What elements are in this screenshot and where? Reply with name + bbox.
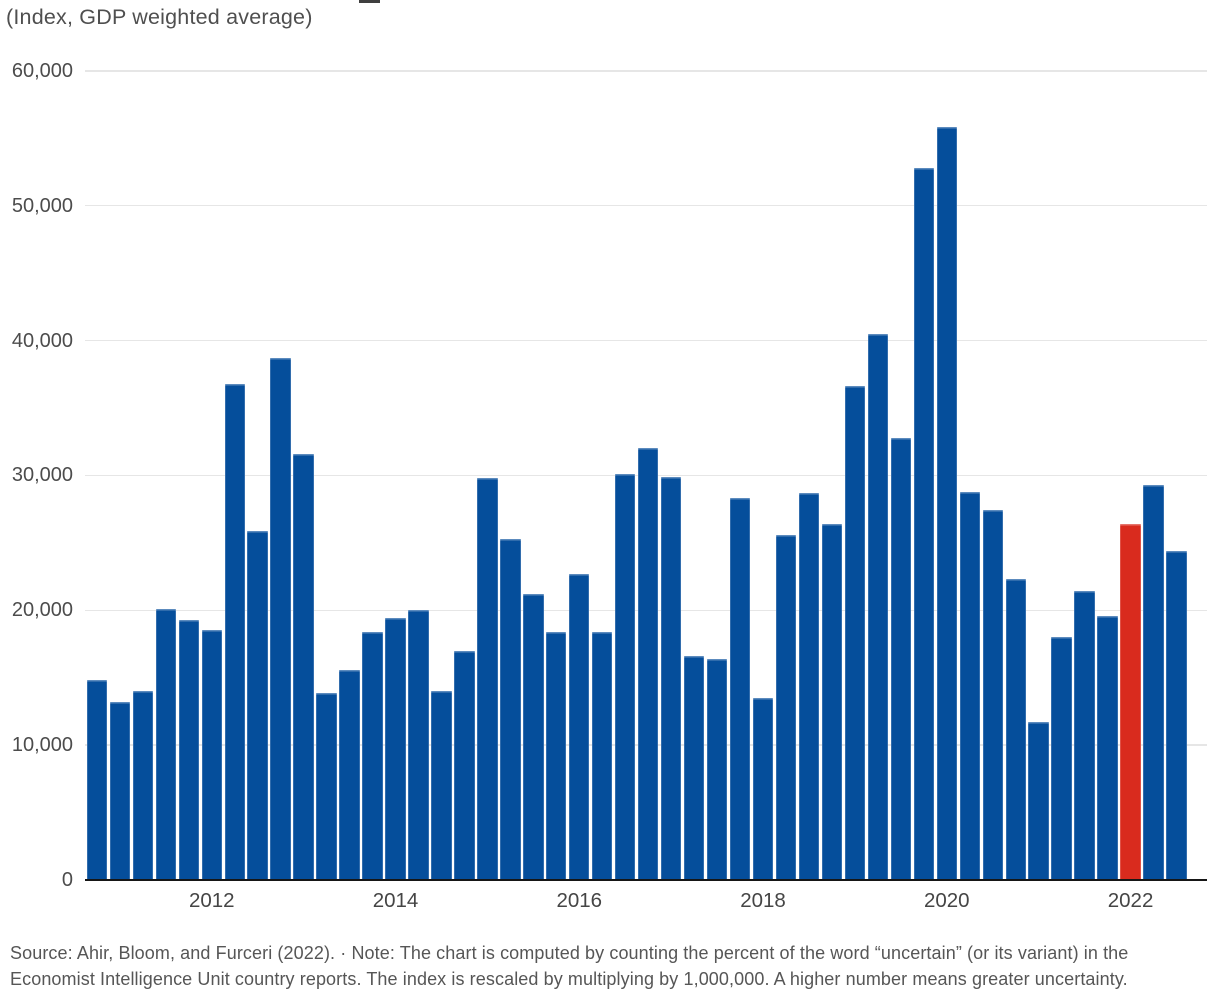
bar-2016-q4 — [637, 448, 659, 880]
bar-2019-q2 — [867, 333, 889, 880]
bar-2014-q2 — [408, 610, 429, 880]
gridline-40,000 — [85, 339, 1207, 342]
cropped-title-fragment — [359, 0, 380, 3]
x-axis-tick-label-2020: 2020 — [923, 889, 970, 912]
bar-2022-q1 — [1120, 523, 1141, 880]
gridline-50,000 — [85, 204, 1207, 207]
bar-2012-q1 — [201, 630, 222, 880]
bar-2013-q4 — [362, 631, 383, 880]
bar-2018-q1 — [752, 697, 774, 880]
x-axis-tick-label-2016: 2016 — [556, 889, 603, 912]
x-axis-tick-label-2022: 2022 — [1107, 889, 1154, 912]
y-axis-tick-label-0: 0 — [61, 869, 73, 891]
bar-2019-q1 — [844, 386, 866, 880]
bar-2017-q4 — [729, 498, 751, 880]
chart-subtitle: (Index, GDP weighted average) — [6, 5, 313, 29]
bar-2018-q3 — [798, 492, 820, 880]
bar-2017-q3 — [706, 658, 728, 880]
y-axis-tick-label-60,000: 60,000 — [11, 59, 73, 82]
bar-2021-q4 — [1097, 615, 1118, 880]
bar-2015-q3 — [523, 594, 544, 880]
bar-2013-q2 — [316, 692, 337, 880]
y-axis-tick-label-50,000: 50,000 — [11, 194, 73, 217]
y-axis-tick-label-40,000: 40,000 — [11, 329, 73, 352]
bar-2010-q4 — [86, 680, 108, 880]
bar-2020-q3 — [982, 510, 1003, 880]
bar-2013-q3 — [339, 669, 360, 880]
bar-2016-q1 — [569, 573, 590, 880]
bar-2014-q3 — [431, 691, 452, 880]
bar-2020-q4 — [1005, 579, 1026, 880]
bar-2021-q3 — [1074, 591, 1095, 880]
bar-2020-q2 — [959, 491, 980, 880]
bar-2012-q3 — [247, 530, 268, 880]
bar-2012-q4 — [270, 358, 291, 880]
bar-2021-q1 — [1028, 722, 1049, 880]
y-axis-tick-label-10,000: 10,000 — [11, 734, 73, 757]
x-axis-tick-label-2012: 2012 — [188, 889, 235, 912]
bar-2014-q1 — [385, 618, 406, 880]
bar-2022-q2 — [1143, 484, 1164, 880]
x-axis-tick-label-2018: 2018 — [740, 889, 786, 912]
bar-2011-q4 — [178, 619, 199, 880]
bar-2015-q2 — [500, 538, 521, 880]
bar-2022-q3 — [1166, 550, 1187, 880]
bar-2017-q2 — [683, 656, 705, 880]
bar-2020-q1 — [936, 127, 957, 880]
bar-2015-q4 — [546, 631, 567, 880]
bar-2019-q4 — [913, 167, 934, 880]
y-axis-tick-label-30,000: 30,000 — [11, 464, 73, 487]
bar-2013-q1 — [293, 453, 314, 880]
x-axis-line — [85, 878, 1207, 881]
bar-2017-q1 — [660, 476, 682, 880]
bar-2016-q3 — [615, 474, 636, 880]
bar-2011-q2 — [132, 691, 154, 880]
bar-2014-q4 — [454, 650, 475, 880]
bar-2011-q1 — [109, 701, 131, 880]
bar-2012-q2 — [224, 383, 245, 880]
bar-2011-q3 — [155, 608, 176, 880]
source-note-line-2: Economist Intelligence Unit country repo… — [10, 969, 1128, 989]
bar-2018-q4 — [821, 523, 843, 880]
x-axis-tick-label-2014: 2014 — [372, 889, 419, 912]
bar-2016-q2 — [592, 631, 613, 880]
y-axis-tick-label-20,000: 20,000 — [11, 599, 73, 622]
bar-2018-q2 — [775, 534, 797, 880]
bar-2015-q1 — [477, 478, 498, 880]
source-note-line-1: Source: Ahir, Bloom, and Furceri (2022).… — [10, 943, 1129, 963]
gridline-60,000 — [85, 70, 1207, 72]
bar-2021-q2 — [1051, 637, 1072, 880]
bar-2019-q3 — [890, 437, 912, 880]
